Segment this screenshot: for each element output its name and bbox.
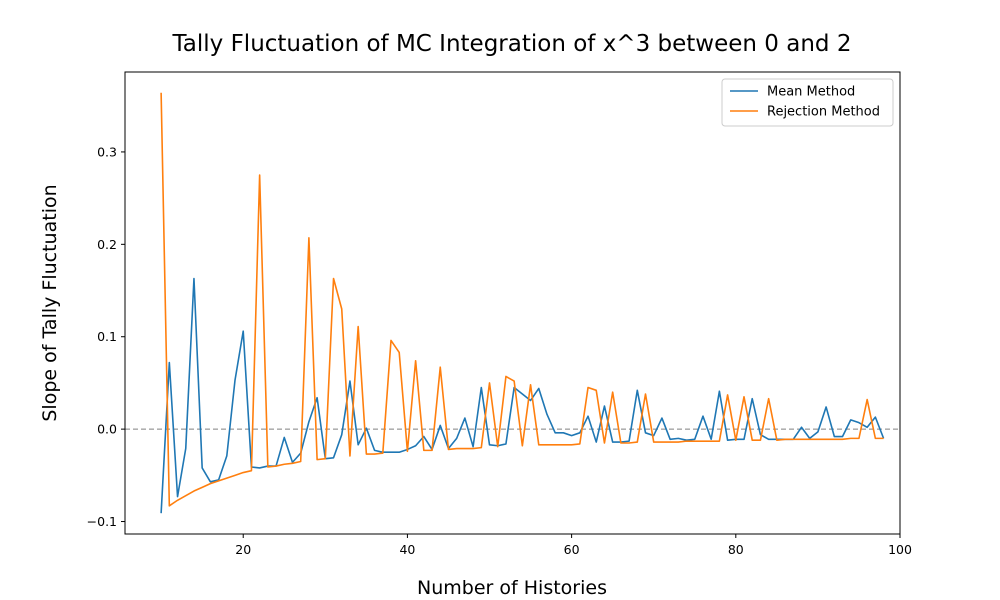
y-tick-label: 0.0 [97,422,117,437]
plot-frame [124,71,901,535]
series-line-rejection-method [160,92,884,507]
legend-box [721,78,894,127]
x-axis: 20 40 60 80 100 [235,534,912,557]
y-axis-label: Slope of Tally Fluctuation [39,184,61,421]
y-tick-label: −0.1 [87,514,117,529]
legend-label-mean-method: Mean Method [767,85,855,100]
y-axis: −0.1 0.0 0.1 0.2 0.3 [87,144,125,529]
y-tick-label: 0.3 [97,144,117,159]
x-tick-label: 40 [399,542,415,557]
y-tick-label: 0.2 [97,237,117,252]
legend-label-rejection-method: Rejection Method [767,105,880,120]
legend: Mean Method Rejection Method [721,78,894,127]
x-tick-label: 60 [564,542,580,557]
series-layer [160,92,885,514]
y-tick-label: 0.1 [97,329,117,344]
x-axis-label: Number of Histories [417,577,607,599]
x-tick-label: 80 [728,542,744,557]
x-tick-label: 100 [888,542,912,557]
series-line-mean-method [160,277,885,514]
x-tick-label: 20 [235,542,251,557]
chart-title: Tally Fluctuation of MC Integration of x… [172,31,852,57]
plot-area [124,71,901,535]
plot-background [125,72,900,534]
